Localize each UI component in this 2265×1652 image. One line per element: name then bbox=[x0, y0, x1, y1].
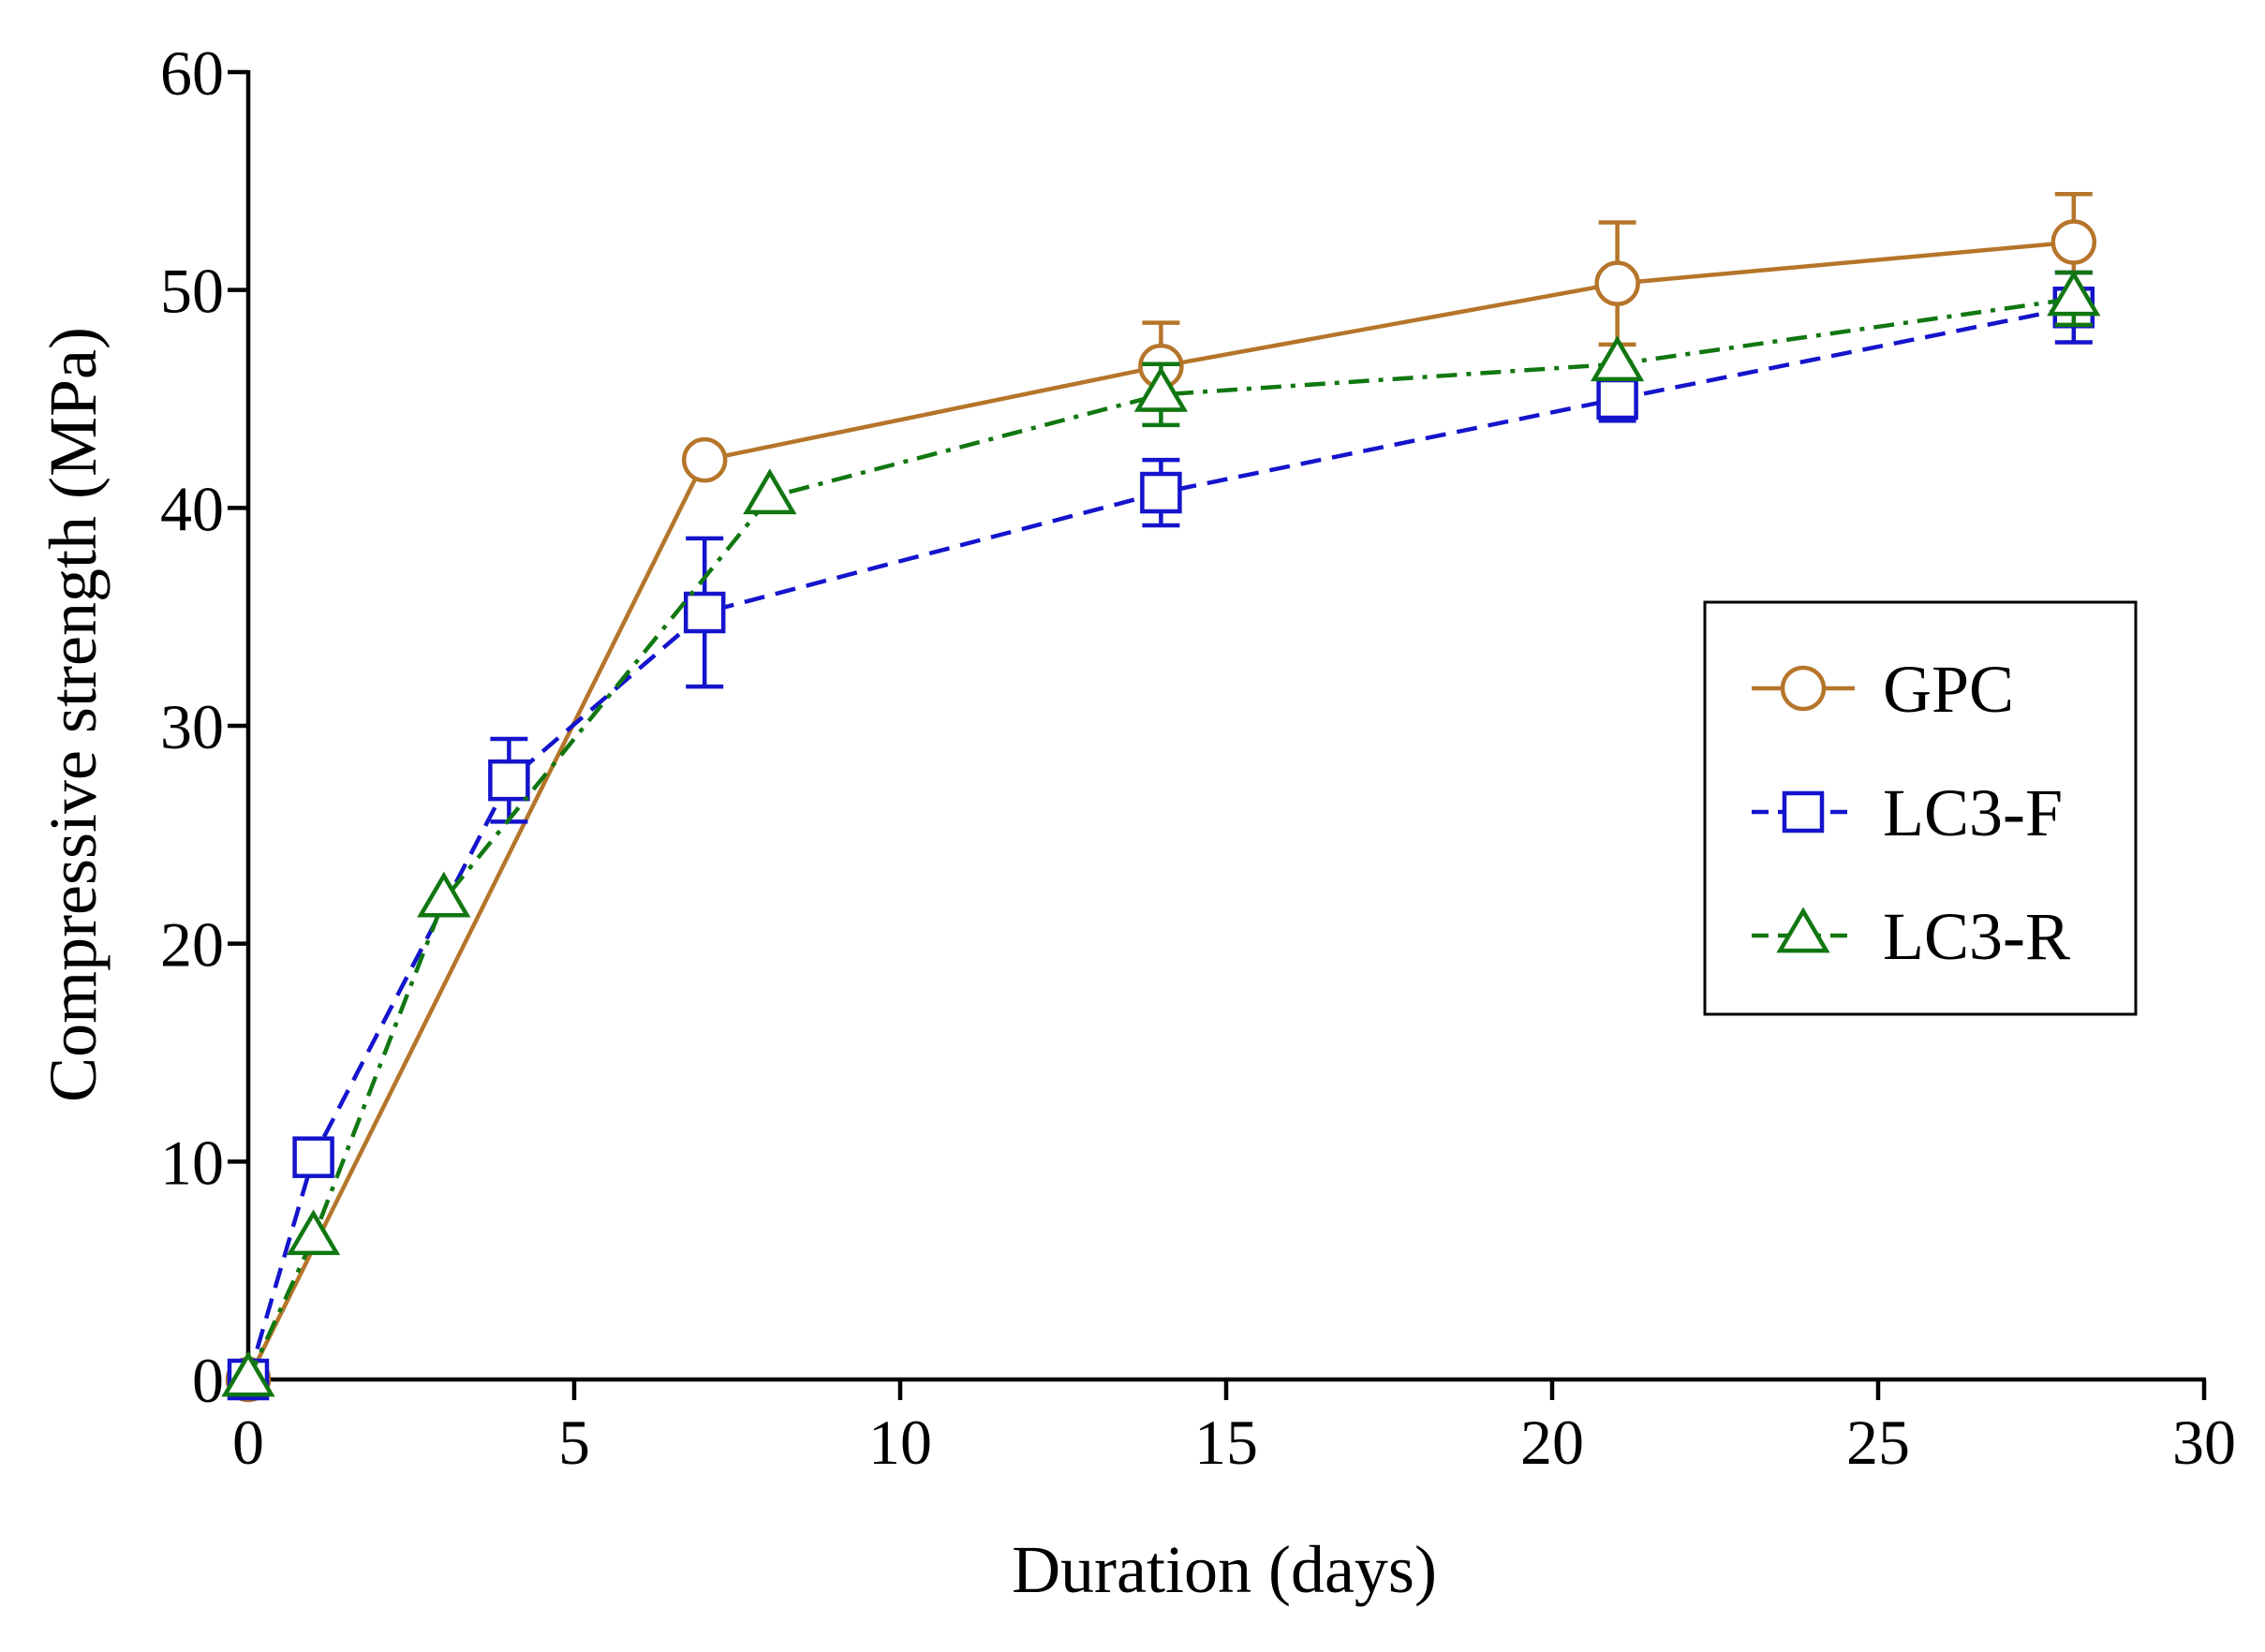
x-tick-label: 25 bbox=[1846, 1407, 1910, 1478]
x-tick-label: 10 bbox=[868, 1407, 932, 1478]
y-tick-label: 50 bbox=[160, 256, 224, 327]
x-axis-title: Duration (days) bbox=[1012, 1532, 1437, 1607]
data-point-gpc bbox=[1594, 260, 1640, 306]
legend-label-lc3-r: LC3-R bbox=[1883, 899, 2070, 974]
legend-label-gpc: GPC bbox=[1883, 652, 2014, 727]
series-lc3-f bbox=[227, 270, 2095, 1401]
legend-marker-gpc bbox=[1780, 665, 1827, 712]
data-point-lc3-r bbox=[743, 468, 797, 515]
x-tick-label: 30 bbox=[2172, 1407, 2236, 1478]
data-point-gpc bbox=[2050, 219, 2097, 265]
data-point-lc3-r bbox=[1590, 335, 1645, 382]
data-point-lc3-f bbox=[683, 591, 726, 634]
x-tick-label: 5 bbox=[558, 1407, 590, 1478]
data-point-gpc bbox=[681, 436, 728, 483]
data-point-lc3-f bbox=[292, 1136, 334, 1178]
data-point-lc3-f bbox=[1140, 471, 1182, 514]
axes: 0 5 10 15 20 25 30 0 10 20 30 40 50 60 bbox=[160, 37, 2236, 1478]
data-point-lc3-r bbox=[417, 871, 471, 918]
y-tick-label: 20 bbox=[160, 909, 224, 981]
data-point-lc3-r bbox=[286, 1209, 341, 1256]
data-point-lc3-f bbox=[488, 759, 530, 802]
data-point-lc3-f bbox=[1596, 377, 1638, 420]
y-axis-title: Compressive strength (MPa) bbox=[36, 327, 111, 1102]
x-tick-label: 20 bbox=[1520, 1407, 1584, 1478]
x-tick-label: 15 bbox=[1194, 1407, 1258, 1478]
data-point-lc3-r bbox=[2047, 270, 2101, 317]
legend: GPC LC3-F LC3-R bbox=[1703, 600, 2138, 1016]
y-tick-label: 0 bbox=[192, 1345, 224, 1416]
series-layer bbox=[221, 192, 2101, 1403]
y-tick-label: 40 bbox=[160, 473, 224, 544]
legend-label-lc3-f: LC3-F bbox=[1883, 775, 2063, 850]
y-tick-label: 10 bbox=[160, 1127, 224, 1198]
legend-marker-lc3-f bbox=[1782, 790, 1825, 833]
y-tick-label: 30 bbox=[160, 691, 224, 762]
series-lc3-r bbox=[221, 270, 2101, 1397]
data-point-lc3-r bbox=[221, 1350, 275, 1397]
x-tick-label: 0 bbox=[232, 1407, 264, 1478]
legend-box bbox=[1703, 600, 2138, 1016]
y-tick-label: 60 bbox=[160, 37, 224, 109]
data-point-lc3-r bbox=[1133, 365, 1189, 412]
legend-marker-lc3-r bbox=[1776, 907, 1830, 953]
